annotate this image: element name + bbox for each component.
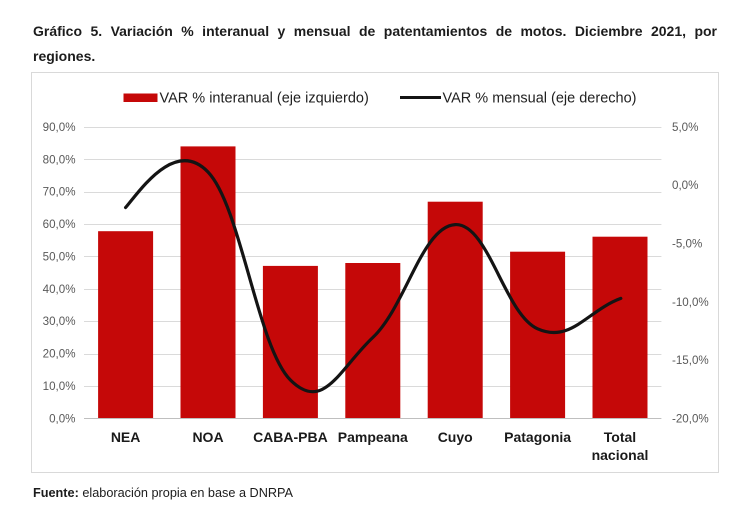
svg-text:0,0%: 0,0% (49, 412, 75, 425)
svg-text:30,0%: 30,0% (43, 315, 76, 328)
svg-text:NOA: NOA (192, 429, 223, 445)
svg-text:70,0%: 70,0% (43, 186, 76, 199)
svg-text:80,0%: 80,0% (43, 153, 76, 166)
svg-text:40,0%: 40,0% (43, 283, 76, 296)
svg-text:-20,0%: -20,0% (672, 412, 709, 425)
svg-text:Cuyo: Cuyo (438, 429, 473, 445)
svg-text:VAR % mensual (eje derecho): VAR % mensual (eje derecho) (443, 91, 637, 107)
svg-text:50,0%: 50,0% (43, 250, 76, 263)
svg-text:-10,0%: -10,0% (672, 296, 709, 309)
svg-text:-15,0%: -15,0% (672, 354, 709, 367)
svg-text:10,0%: 10,0% (43, 380, 76, 393)
svg-text:0,0%: 0,0% (672, 179, 698, 192)
svg-text:60,0%: 60,0% (43, 218, 76, 231)
svg-text:-5,0%: -5,0% (672, 238, 702, 251)
svg-text:Pampeana: Pampeana (338, 429, 408, 445)
svg-text:20,0%: 20,0% (43, 348, 76, 361)
svg-text:Patagonia: Patagonia (504, 429, 571, 445)
svg-text:5,0%: 5,0% (672, 121, 698, 134)
svg-text:Total: Total (604, 429, 636, 445)
svg-text:VAR % interanual (eje izquierd: VAR % interanual (eje izquierdo) (160, 91, 369, 107)
svg-text:nacional: nacional (592, 447, 649, 463)
svg-text:CABA-PBA: CABA-PBA (253, 429, 328, 445)
svg-text:NEA: NEA (111, 429, 141, 445)
svg-text:90,0%: 90,0% (43, 121, 76, 134)
